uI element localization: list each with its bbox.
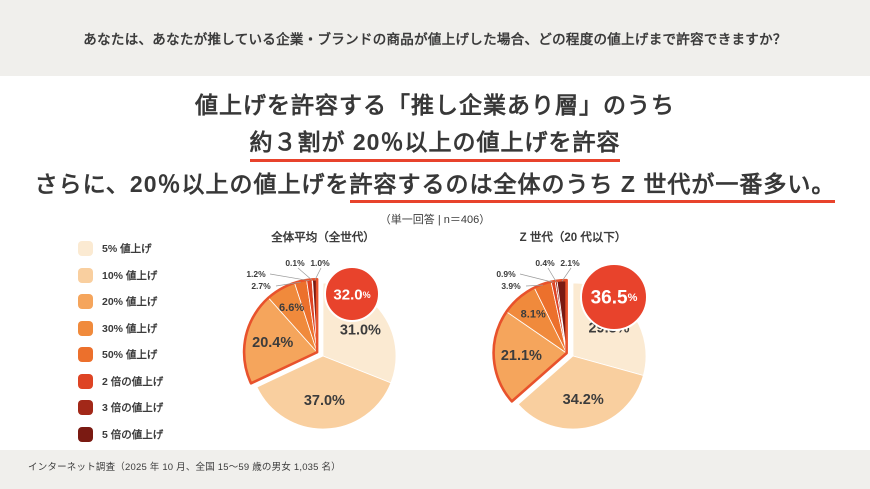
- pie-svg-overall: 31.0% 37.0% 20.4% 6.6% 2.7% 1.2% 0.1% 1.0% 32.0%: [242, 258, 397, 430]
- legend-item: 10% 値上げ: [78, 267, 198, 283]
- highlight-total-badge: [324, 266, 380, 323]
- slice-value-label-small: 1.2%: [246, 269, 266, 279]
- headline-text-1: 値上げを許容する「推し企業あり層」のうち: [195, 92, 675, 118]
- label-leader-line: [275, 282, 301, 287]
- legend-label: 3 倍の値上げ: [102, 402, 164, 415]
- slice-value-label: 6.6%: [279, 302, 304, 314]
- legend-label: 30% 値上げ: [102, 322, 158, 335]
- infographic-page: あなたは、あなたが推している企業・ブランドの商品が値上げした場合、どの程度の値上…: [0, 32, 870, 473]
- legend-item: 30% 値上げ: [78, 320, 198, 336]
- highlight-total-value: 36.5%: [591, 288, 638, 309]
- slice-value-label-small: 3.9%: [501, 281, 521, 291]
- content-panel: 値上げを許容する「推し企業あり層」のうち 約３割が 20％以上の値上げを許容 さ…: [0, 76, 870, 450]
- slice-value-label-small: 0.9%: [496, 269, 516, 279]
- legend-item: 20% 値上げ: [78, 294, 198, 310]
- legend-swatch: [78, 241, 93, 257]
- slice-value-label: 21.1%: [501, 348, 542, 364]
- legend-item: 2 倍の値上げ: [78, 373, 198, 389]
- slice-value-label-small: 2.1%: [560, 258, 580, 268]
- label-leader-line: [561, 268, 572, 282]
- headline-text-3-prefix: さらに、20％以上の値上げを: [34, 170, 350, 197]
- headline-line-1: 値上げを許容する「推し企業あり層」のうち: [0, 91, 870, 120]
- legend-swatch: [78, 267, 93, 283]
- pie-title-genz: Z 世代（20 代以下）: [519, 232, 627, 245]
- headline-text-3-underlined: 許容するのは全体のうち Z 世代が一番多い。: [349, 170, 836, 204]
- slice-value-label-small: 2.7%: [251, 281, 271, 291]
- legend-swatch: [78, 426, 93, 442]
- label-leader-line: [314, 268, 322, 281]
- legend-label: 2 倍の値上げ: [102, 375, 164, 388]
- legend-item: 50% 値上げ: [78, 347, 198, 363]
- headline-line-2: 約３割が 20％以上の値上げを許容: [0, 128, 870, 162]
- pie-chart-genz: Z 世代（20 代以下） 29.3%34.2%21.1%8.1%3.9%0.9%…: [448, 229, 698, 451]
- chart-row: 5% 値上げ 10% 値上げ 20% 値上げ 30% 値上げ 50% 値上げ 2 倍の値上…: [0, 229, 870, 451]
- label-leader-line: [269, 273, 310, 282]
- slice-value-label-small: 0.1%: [285, 258, 305, 268]
- pie-slice: [517, 355, 644, 430]
- label-leader-line: [519, 273, 554, 283]
- pie-title-overall: 全体平均（全世代）: [271, 232, 375, 245]
- legend-swatch: [78, 347, 93, 363]
- legend-label: 50% 値上げ: [102, 349, 158, 362]
- legend-label: 5 倍の値上げ: [102, 428, 164, 441]
- legend-swatch: [78, 294, 93, 310]
- legend-item: 5% 値上げ: [78, 241, 198, 257]
- legend-swatch: [78, 373, 93, 389]
- survey-source-note: インターネット調査（2025 年 10 月、全国 15～59 歳の男女 1,03…: [28, 462, 341, 473]
- slice-value-label: 20.4%: [252, 335, 293, 351]
- slice-value-label: 31.0%: [340, 323, 381, 339]
- slice-value-label: 8.1%: [521, 309, 546, 321]
- slice-value-label: 37.0%: [304, 393, 345, 409]
- pie-slice: [256, 355, 392, 430]
- slice-value-label-small: 0.4%: [535, 258, 555, 268]
- legend-label: 5% 値上げ: [102, 243, 152, 256]
- legend-item: 5 倍の値上げ: [78, 426, 198, 442]
- highlight-total-badge: [580, 263, 648, 332]
- slice-value-label-small: 1.0%: [310, 258, 330, 268]
- legend-label: 10% 値上げ: [102, 269, 158, 282]
- chart-subtitle: （単一回答 | n＝406）: [379, 214, 491, 227]
- legend-label: 20% 値上げ: [102, 296, 158, 309]
- legend-item: 3 倍の値上げ: [78, 400, 198, 416]
- headline-line-3: さらに、20％以上の値上げを許容するのは全体のうち Z 世代が一番多い。: [0, 170, 870, 204]
- label-leader-line: [297, 267, 313, 281]
- pie-svg-genz: 29.3%34.2%21.1%8.1%3.9%0.9%0.4%2.1%36.5%: [492, 258, 648, 430]
- legend-swatch: [78, 320, 93, 336]
- highlight-group-outline: [492, 279, 568, 403]
- headline: 値上げを許容する「推し企業あり層」のうち 約３割が 20％以上の値上げを許容 さ…: [0, 91, 870, 204]
- label-leader-line: [547, 268, 557, 283]
- highlight-group-outline: [242, 278, 319, 385]
- highlight-total-value: 32.0%: [333, 287, 370, 304]
- slice-value-label: 34.2%: [563, 392, 604, 408]
- headline-text-2-underlined: 約３割が 20％以上の値上げを許容: [249, 128, 621, 162]
- chart-legend: 5% 値上げ 10% 値上げ 20% 値上げ 30% 値上げ 50% 値上げ 2 倍の値上…: [78, 241, 198, 442]
- legend-swatch: [78, 400, 93, 416]
- survey-question: あなたは、あなたが推している企業・ブランドの商品が値上げした場合、どの程度の値上…: [83, 32, 787, 47]
- pie-chart-overall: 全体平均（全世代） 31.0% 37.0% 20.4% 6.6% 2.7% 1.2% 0.1…: [198, 229, 448, 451]
- label-leader-line: [525, 285, 543, 287]
